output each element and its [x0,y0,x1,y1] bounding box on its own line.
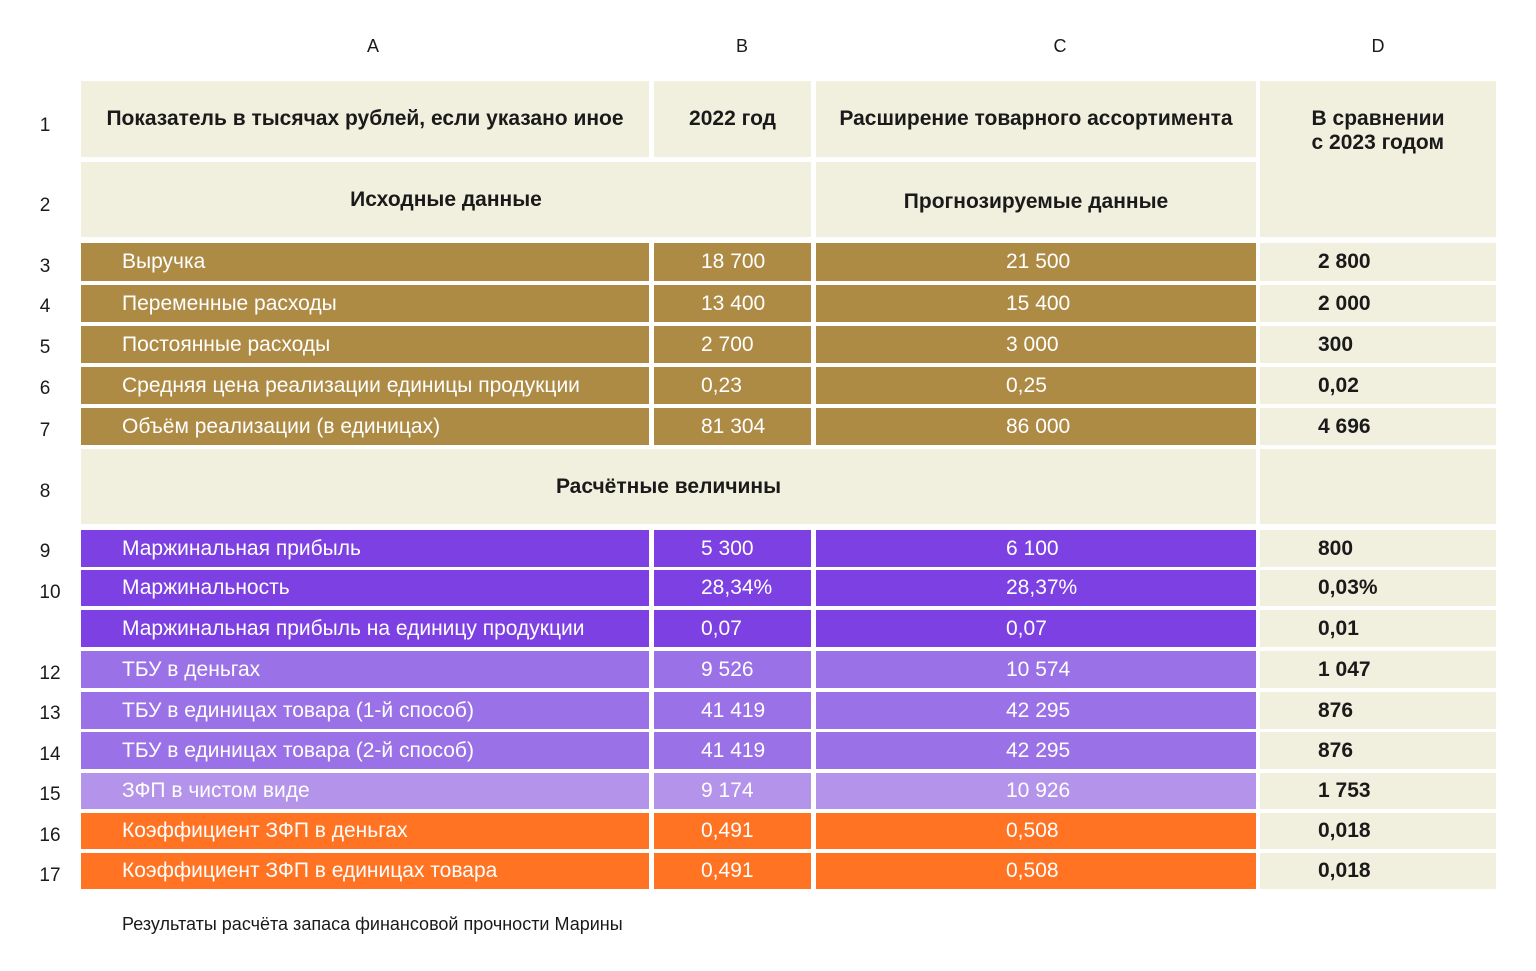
header-indicator-text: Показатель в тысячах рублей, если указан… [106,107,624,130]
row-value-d: 0,03% [1260,570,1496,606]
row-number: 5 [39,337,51,358]
row-number: 2 [39,195,51,216]
table-caption: Результаты расчёта запаса финансовой про… [122,914,623,934]
row-value-d: 1 753 [1260,773,1496,809]
row-label: Объём реализации (в единицах) [81,408,649,445]
row-value-b: 0,23 [654,367,811,404]
row-value-b: 9 526 [654,651,811,688]
row-value-d: 4 696 [1260,408,1496,445]
row-label: Выручка [81,243,649,281]
section-forecast-data: Прогнозируемые данные [816,162,1256,237]
header-year-text: 2022 год [689,107,776,130]
header-comparison: В сравнении с 2023 годом [1260,81,1496,237]
row-value-c: 21 500 [816,243,1256,281]
row-number: 9 [39,541,51,562]
section-forecast-data-text: Прогнозируемые данные [903,189,1169,213]
row-value-c: 6 100 [816,530,1256,567]
row-label: Маржинальная прибыль на единицу продукци… [81,610,649,647]
row-value-b: 28,34% [654,570,811,606]
row-value-c: 0,25 [816,367,1256,404]
row-value-b: 18 700 [654,243,811,281]
column-letter-b: B [735,36,748,56]
row-label: ТБУ в единицах товара (1-й способ) [81,692,649,729]
row-value-d: 800 [1260,530,1496,567]
row-value-c: 0,07 [816,610,1256,647]
row-value-d: 0,01 [1260,610,1496,647]
header-comparison-line1: В сравнении [1311,107,1445,130]
row-value-c: 10 926 [816,773,1256,809]
row-number: 4 [39,296,51,317]
row-number: 12 [39,663,61,684]
row-value-d: 2 800 [1260,243,1496,281]
row-value-b: 41 419 [654,732,811,769]
column-letter-d: D [1371,36,1385,56]
row-value-c: 42 295 [816,692,1256,729]
header-scenario-text: Расширение товарного ассортимента [839,107,1233,130]
row-value-b: 0,491 [654,853,811,889]
row-number: 15 [39,784,61,805]
column-letter-c: C [1053,36,1067,56]
row-label: Коэффициент ЗФП в деньгах [81,813,649,849]
row-label: ТБУ в единицах товара (2-й способ) [81,732,649,769]
row-label: ТБУ в деньгах [81,651,649,688]
row-number: 14 [39,744,61,765]
section-source-data: Исходные данные [81,162,811,237]
row-value-d: 0,018 [1260,813,1496,849]
row-value-d: 0,018 [1260,853,1496,889]
row-value-d: 1 047 [1260,651,1496,688]
row-label: Средняя цена реализации единицы продукци… [81,367,649,404]
row-label: Маржинальность [81,570,649,606]
row-number: 13 [39,703,61,724]
row-value-c: 0,508 [816,853,1256,889]
column-letter-a: A [366,36,379,56]
row-value-b: 9 174 [654,773,811,809]
row-number: 10 [39,582,61,603]
row-number: 1 [39,115,51,136]
row-number: 8 [39,481,51,502]
row-value-c: 28,37% [816,570,1256,606]
section-source-data-text: Исходные данные [350,187,542,211]
row-value-b: 13 400 [654,285,811,322]
section-calculated-d-empty [1260,449,1496,524]
header-scenario: Расширение товарного ассортимента [816,81,1256,157]
row-label: Коэффициент ЗФП в единицах товара [81,853,649,889]
row-label: ЗФП в чистом виде [81,773,649,809]
row-value-c: 10 574 [816,651,1256,688]
row-value-b: 0,07 [654,610,811,647]
row-value-b: 81 304 [654,408,811,445]
section-calculated: Расчётные величины [81,449,1256,524]
header-comparison-line2: с 2023 годом [1311,131,1445,154]
row-number: 16 [39,825,61,846]
row-value-b: 41 419 [654,692,811,729]
row-label: Переменные расходы [81,285,649,322]
section-calculated-text: Расчётные величины [555,474,782,498]
row-number: 7 [39,420,51,441]
row-label: Постоянные расходы [81,326,649,363]
row-value-c: 0,508 [816,813,1256,849]
row-value-d: 2 000 [1260,285,1496,322]
row-value-d: 0,02 [1260,367,1496,404]
row-value-d: 876 [1260,732,1496,769]
row-value-c: 15 400 [816,285,1256,322]
row-number: 3 [39,256,51,277]
row-value-d: 300 [1260,326,1496,363]
header-year: 2022 год [654,81,811,157]
row-value-c: 3 000 [816,326,1256,363]
row-value-c: 42 295 [816,732,1256,769]
row-number: 6 [39,378,51,399]
row-value-d: 876 [1260,692,1496,729]
row-number: 17 [39,865,61,886]
row-value-c: 86 000 [816,408,1256,445]
row-value-b: 2 700 [654,326,811,363]
row-value-b: 5 300 [654,530,811,567]
row-label: Маржинальная прибыль [81,530,649,567]
row-value-b: 0,491 [654,813,811,849]
header-indicator: Показатель в тысячах рублей, если указан… [81,81,649,157]
